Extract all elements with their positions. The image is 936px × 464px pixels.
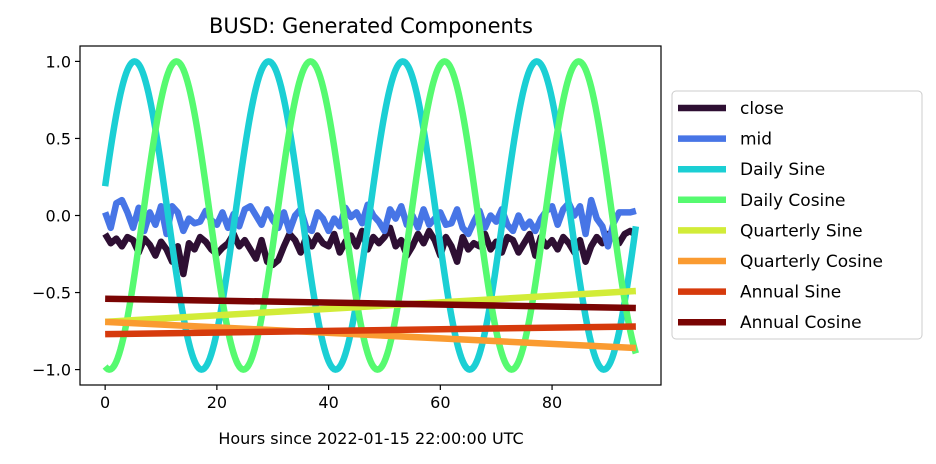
chart-title: BUSD: Generated Components: [209, 14, 533, 38]
x-tick-label: 0: [100, 393, 110, 412]
y-tick-label: −0.5: [32, 284, 71, 303]
legend-label-quarterly-sine: Quarterly Sine: [740, 221, 863, 241]
x-tick-label: 60: [430, 393, 450, 412]
legend-label-mid: mid: [740, 130, 772, 150]
series-line-annual-cosine: [105, 295, 636, 312]
series-line-daily-sine: [101, 58, 640, 373]
x-tick-label: 20: [207, 393, 227, 412]
series-line-annual-sine: [105, 323, 636, 338]
legend-label-annual-sine: Annual Sine: [740, 283, 841, 303]
x-tick-label: 80: [542, 393, 562, 412]
legend-label-daily-sine: Daily Sine: [740, 160, 825, 180]
legend-label-quarterly-cosine: Quarterly Cosine: [740, 252, 883, 272]
legend-label-daily-cosine: Daily Cosine: [740, 191, 846, 211]
legend-label-annual-cosine: Annual Cosine: [740, 313, 862, 333]
x-axis-label: Hours since 2022-01-15 22:00:00 UTC: [218, 429, 523, 448]
series-line-daily-cosine: [102, 58, 639, 373]
x-axis-ticks: 0 20 40 60 80: [100, 385, 562, 412]
legend: close mid Daily Sine Daily Cosine Quarterly …: [671, 90, 923, 340]
plot-lines: [101, 58, 640, 373]
series-line-quarterly-cosine: [104, 318, 637, 352]
legend-label-close: close: [740, 99, 784, 119]
y-axis-ticks: 1.0 0.5 0.0 −0.5 −1.0: [32, 52, 80, 380]
y-tick-label: −1.0: [32, 361, 71, 380]
y-tick-label: 0.0: [46, 207, 71, 226]
series-line-close: [102, 224, 638, 278]
x-tick-label: 40: [318, 393, 338, 412]
legend-frame: [671, 90, 923, 340]
y-tick-label: 1.0: [46, 52, 71, 71]
y-tick-label: 0.5: [46, 129, 71, 148]
